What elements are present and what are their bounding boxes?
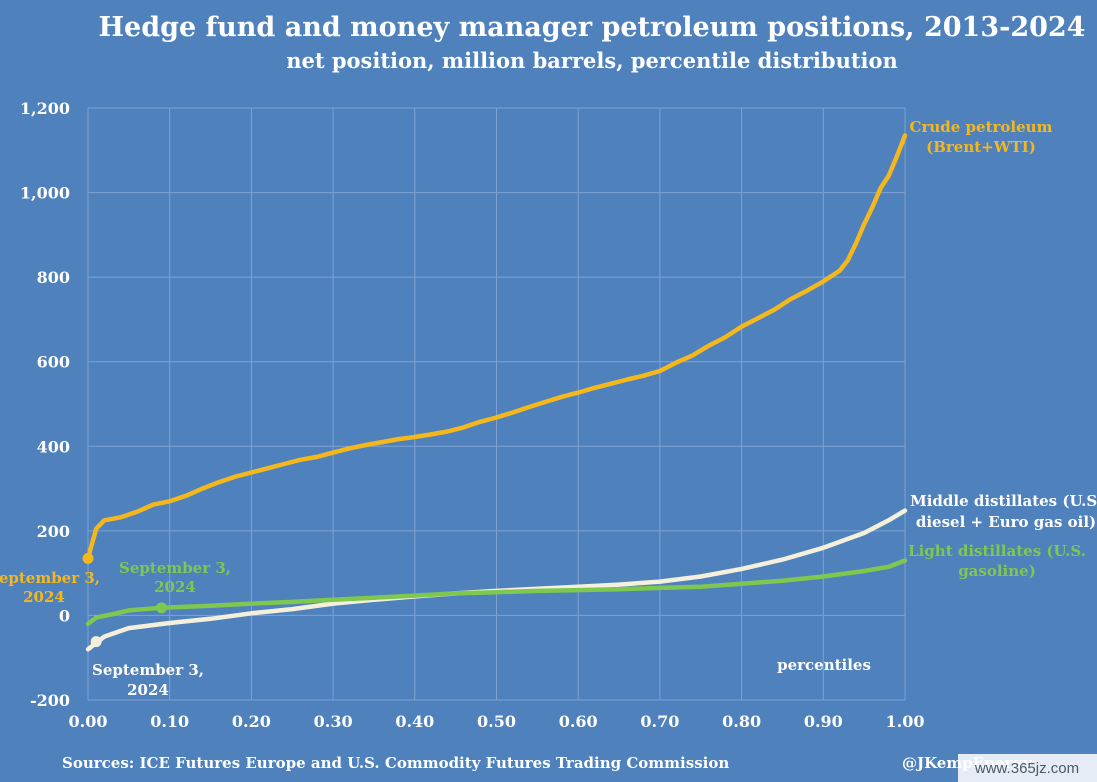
y-tick-label: 200 <box>37 522 70 541</box>
x-tick-label: 0.90 <box>804 712 843 731</box>
middle-distillates-series-label: Middle distillates (U.S. diesel + Euro ga… <box>910 492 1097 531</box>
watermark: www.365jz.com <box>974 760 1079 777</box>
x-tick-label: 0.50 <box>477 712 516 731</box>
y-tick-label: 600 <box>37 353 70 372</box>
light-distillates-series-label: Light distillates (U.S. gasoline) <box>908 542 1086 580</box>
light-marker-label: September 3, 2024 <box>119 559 231 596</box>
x-tick-label: 0.80 <box>722 712 761 731</box>
chart-subtitle: net position, million barrels, percentil… <box>286 48 898 73</box>
watermark-box <box>958 754 1097 782</box>
x-tick-label: 0.20 <box>232 712 271 731</box>
crude-marker-label: September 3,2024 <box>0 569 100 606</box>
middle-marker-label: September 3, 2024 <box>92 661 204 699</box>
x-tick-label: 0.60 <box>559 712 598 731</box>
x-tick-label: 0.40 <box>395 712 434 731</box>
y-axis-ticks: 1,200 1,000 800 600 400 200 0 -200 <box>20 99 70 710</box>
y-tick-label: 800 <box>37 268 70 287</box>
x-axis-label: percentiles <box>777 656 871 674</box>
crude-petroleum-marker <box>82 552 94 564</box>
y-tick-label: -200 <box>30 691 70 710</box>
x-tick-label: 0.10 <box>150 712 189 731</box>
x-tick-label: 0.00 <box>69 712 108 731</box>
light-distillates-marker <box>156 602 168 614</box>
x-axis-ticks: 0.00 0.10 0.20 0.30 0.40 0.50 0.60 0.70 0.80 0.90… <box>69 712 925 731</box>
chart-title: Hedge fund and money manager petroleum p… <box>99 12 1086 43</box>
x-tick-label: 0.70 <box>640 712 679 731</box>
x-tick-label: 0.30 <box>314 712 353 731</box>
y-tick-label: 1,200 <box>20 99 70 118</box>
middle-distillates-marker <box>90 636 102 648</box>
x-tick-label: 1.00 <box>886 712 925 731</box>
series-markers <box>82 552 168 648</box>
y-tick-label: 400 <box>37 437 70 456</box>
crude-petroleum-line <box>85 133 908 561</box>
y-tick-label: 0 <box>59 606 70 625</box>
gridlines <box>87 107 906 701</box>
crude-series-label: Crude petroleum (Brent+WTI) <box>910 118 1053 156</box>
y-tick-label: 1,000 <box>20 184 70 203</box>
source-note: Sources: ICE Futures Europe and U.S. Com… <box>62 754 729 772</box>
